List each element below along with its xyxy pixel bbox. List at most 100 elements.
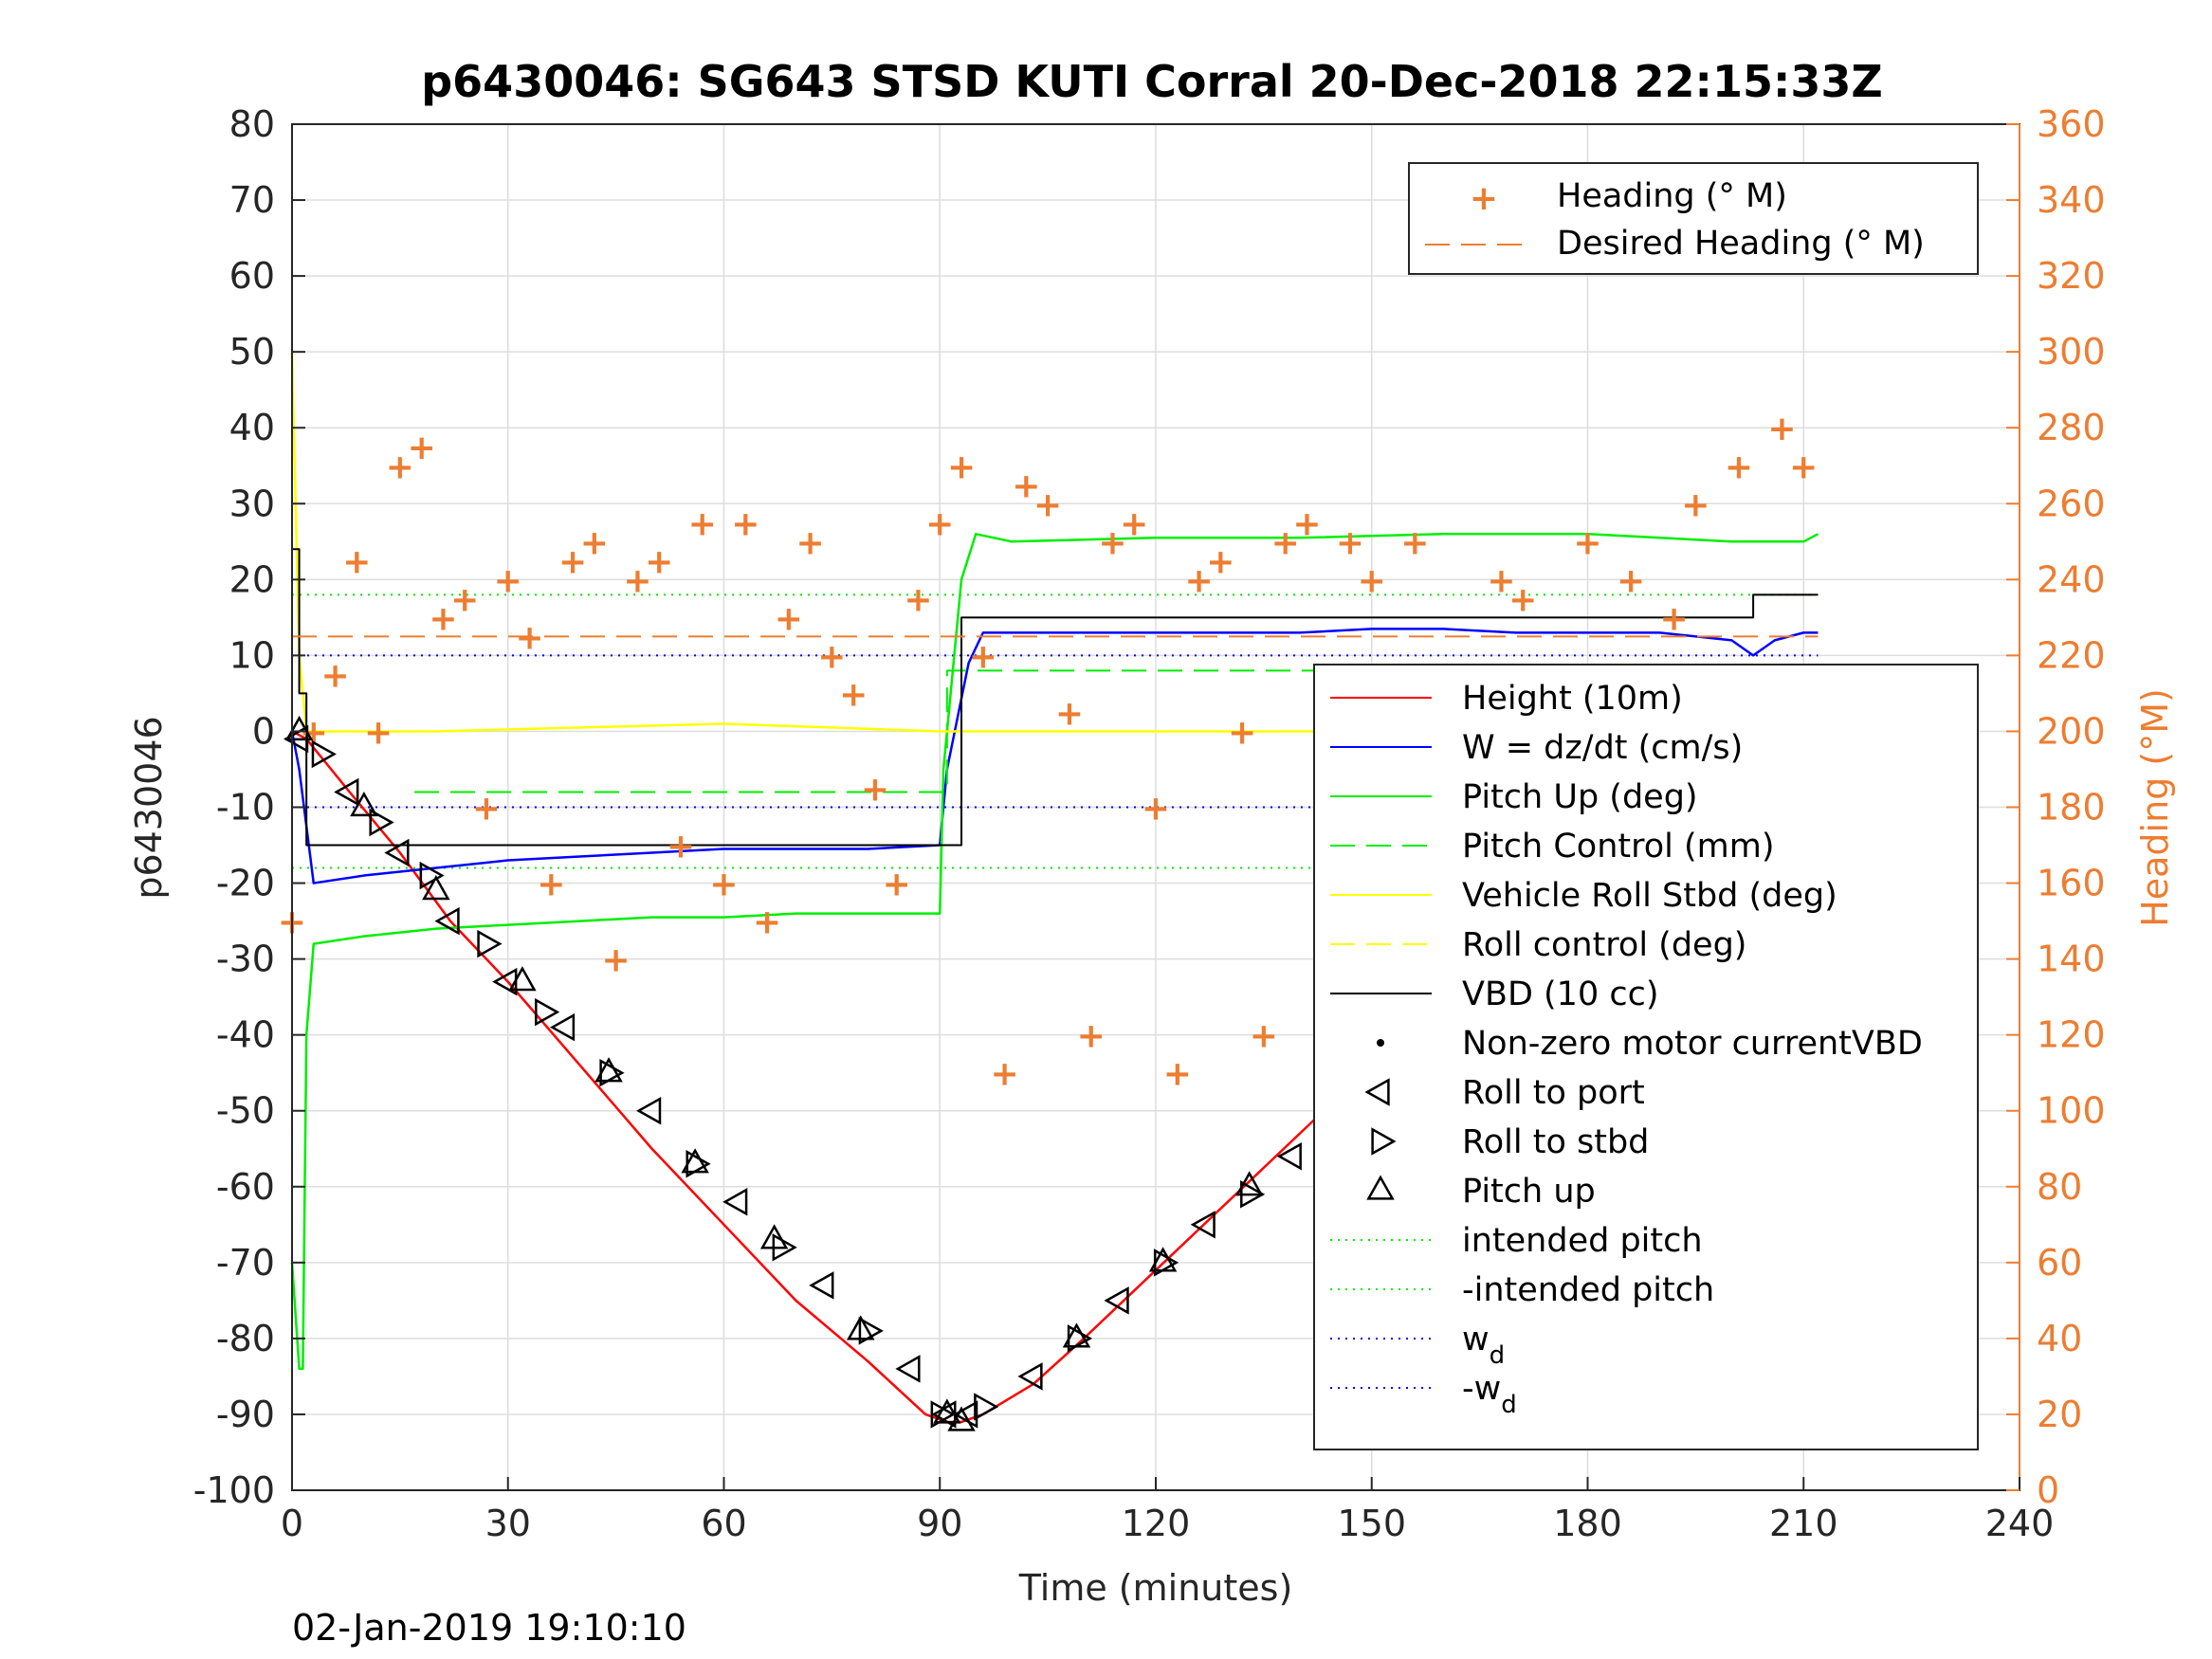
roll-port-marker bbox=[722, 1188, 748, 1216]
legend-neg-wd-sub: d bbox=[1501, 1391, 1517, 1419]
roll-stbd-marker bbox=[369, 808, 394, 837]
x-tick-label: 180 bbox=[1553, 1503, 1622, 1544]
y-tick-label: -40 bbox=[216, 1014, 275, 1056]
legend-wd-sub: d bbox=[1490, 1341, 1506, 1370]
x-tick-label: 0 bbox=[281, 1503, 303, 1544]
y-tick-label: 30 bbox=[229, 483, 275, 524]
roll-port-marker bbox=[549, 1012, 576, 1042]
x-tick-label: 240 bbox=[1985, 1503, 2055, 1544]
roll-port-marker bbox=[384, 838, 410, 867]
legend-main-symbols bbox=[1330, 697, 1432, 1389]
right-tick-label: 0 bbox=[2037, 1469, 2059, 1511]
heading-point: + bbox=[839, 675, 868, 714]
heading-point: + bbox=[515, 618, 543, 657]
x-axis-ticks: 0 30 60 90 120 150 180 210 240 bbox=[281, 1477, 2054, 1544]
legend-heading-marker: + bbox=[1470, 179, 1498, 218]
series-line bbox=[292, 548, 1819, 847]
y-tick-label: 80 bbox=[229, 103, 275, 145]
heading-point: + bbox=[817, 637, 846, 676]
heading-point: + bbox=[1163, 1055, 1192, 1094]
x-tick-label: 150 bbox=[1337, 1503, 1406, 1544]
heading-point: + bbox=[1292, 504, 1321, 543]
legend-wd-text: w bbox=[1462, 1321, 1490, 1358]
heading-point: + bbox=[688, 504, 717, 543]
right-tick-label: 300 bbox=[2037, 331, 2106, 373]
y-tick-label: -80 bbox=[216, 1318, 275, 1359]
pitch-up-marker bbox=[1062, 1322, 1091, 1348]
heading-point: + bbox=[580, 523, 609, 562]
legend-pitch-up-marker: Pitch up bbox=[1462, 1173, 1596, 1211]
legend-motor-current: Non-zero motor currentVBD bbox=[1462, 1025, 1923, 1063]
pitch-up-marker bbox=[947, 1406, 976, 1431]
right-tick-label: 200 bbox=[2037, 710, 2106, 752]
right-tick-label: 40 bbox=[2037, 1318, 2082, 1359]
heading-point: + bbox=[494, 561, 522, 600]
series-line bbox=[414, 669, 1819, 793]
right-axis-ticks: 3603403203002802602402202001801601401201… bbox=[2006, 103, 2106, 1511]
legend-roll-stbd: Roll to stbd bbox=[1462, 1123, 1649, 1161]
pitch-up-marker bbox=[847, 1315, 875, 1340]
right-tick-label: 360 bbox=[2037, 103, 2106, 145]
right-tick-label: 20 bbox=[2037, 1394, 2082, 1435]
pitch-up-marker bbox=[681, 1148, 709, 1174]
legend-neg-intended-pitch: -intended pitch bbox=[1462, 1271, 1714, 1309]
heading-point: + bbox=[1142, 790, 1170, 829]
y-tick-label: 70 bbox=[229, 179, 275, 221]
heading-point: + bbox=[320, 656, 349, 695]
heading-point: + bbox=[1358, 561, 1386, 600]
y-tick-label: 20 bbox=[229, 558, 275, 600]
heading-point: + bbox=[1033, 485, 1062, 524]
legend-roll-port-symbol bbox=[1364, 1078, 1390, 1106]
pitch-up-marker bbox=[422, 875, 450, 901]
heading-point: + bbox=[1271, 523, 1300, 562]
heading-point: + bbox=[1206, 542, 1234, 581]
y-tick-label: -50 bbox=[216, 1090, 275, 1132]
roll-port-marker bbox=[1276, 1142, 1302, 1171]
footer-timestamp: 02-Jan-2019 19:10:10 bbox=[292, 1607, 686, 1649]
right-tick-label: 60 bbox=[2037, 1242, 2082, 1284]
y-tick-label: 50 bbox=[229, 331, 275, 373]
pitch-up-marker bbox=[350, 791, 378, 817]
heading-point: + bbox=[883, 866, 911, 904]
right-tick-label: 140 bbox=[2037, 939, 2106, 980]
heading-point: + bbox=[947, 447, 976, 486]
y-tick-label: 0 bbox=[252, 710, 275, 752]
heading-point: + bbox=[1400, 523, 1429, 562]
heading-point: + bbox=[1660, 599, 1689, 638]
chart-title: p6430046: SG643 STSD KUTI Corral 20-Dec-… bbox=[421, 56, 1882, 107]
y-axis-ticks: 80 70 60 50 40 30 20 10 0 -10 -20 -30 -40 -50 -60 -70 -8… bbox=[193, 103, 305, 1511]
heading-point: + bbox=[602, 941, 631, 980]
roll-port-marker bbox=[334, 777, 359, 807]
x-tick-label: 210 bbox=[1769, 1503, 1838, 1544]
heading-point: + bbox=[1767, 410, 1796, 448]
y-tick-label: -20 bbox=[216, 863, 275, 904]
heading-point: + bbox=[753, 903, 781, 942]
heading-point: + bbox=[472, 790, 501, 829]
legend-neg-wd-text: -w bbox=[1462, 1370, 1501, 1408]
pitch-up-marker bbox=[1234, 1171, 1264, 1196]
heading-point: + bbox=[861, 770, 889, 809]
legend-top-box bbox=[1408, 162, 1979, 275]
roll-stbd-marker bbox=[477, 929, 503, 958]
pitch-up-marker bbox=[508, 966, 537, 992]
legend-neg-wd: -wd bbox=[1462, 1370, 1517, 1419]
roll-port-marker bbox=[953, 1400, 978, 1429]
legend-heading-label: Heading (° M) bbox=[1557, 177, 1787, 215]
right-tick-label: 80 bbox=[2037, 1166, 2082, 1208]
legend-motor-dot bbox=[1377, 1039, 1384, 1047]
legend-main: Height (10m) W = dz/dt (cm/s) Pitch Up (… bbox=[1313, 664, 1979, 1450]
pitch-up-marker bbox=[1148, 1247, 1178, 1272]
x-tick-label: 30 bbox=[485, 1503, 531, 1544]
roll-port-marker bbox=[434, 906, 460, 936]
heading-point: + bbox=[1725, 447, 1753, 486]
right-tick-label: 240 bbox=[2037, 558, 2106, 600]
legend-wd: wd bbox=[1462, 1321, 1505, 1370]
y-tick-label: 40 bbox=[229, 407, 275, 448]
right-tick-label: 220 bbox=[2037, 634, 2106, 676]
heading-point: + bbox=[645, 542, 673, 581]
heading-point: + bbox=[450, 580, 479, 619]
right-tick-label: 100 bbox=[2037, 1090, 2106, 1132]
legend-roll-stbd-symbol bbox=[1371, 1127, 1397, 1156]
heading-point: + bbox=[1573, 523, 1601, 562]
